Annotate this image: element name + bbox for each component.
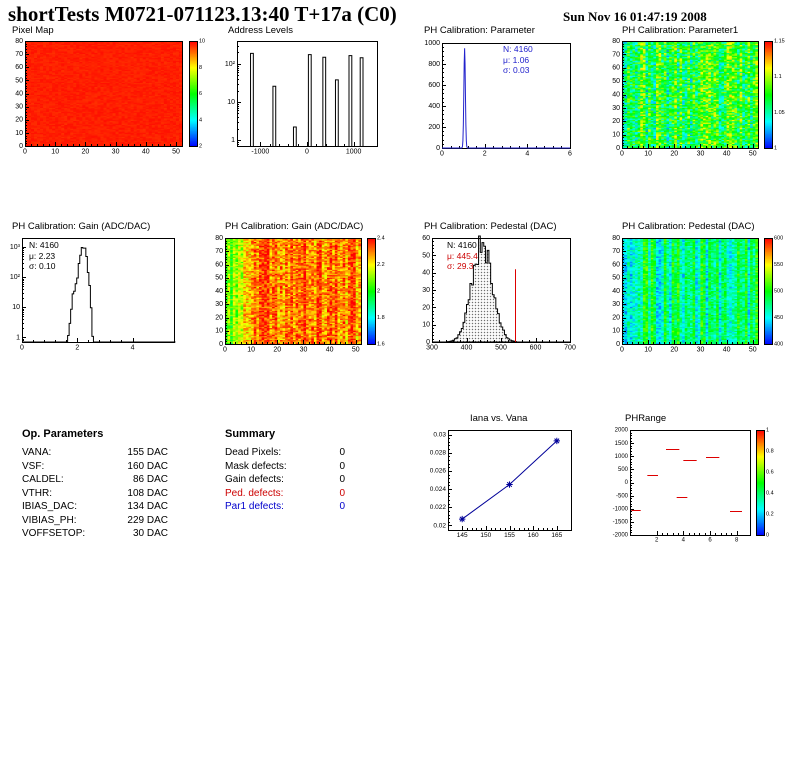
pixel-map-canvas [8,36,218,158]
gain-map-canvas [214,232,410,356]
parameter1-map-canvas [600,36,796,160]
gain-hist-canvas [8,232,208,356]
summary-block: Summary Dead Pixels: 0 Mask defects: 0 Gai… [225,428,345,514]
summary-row-3: Ped. defects: 0 [225,487,345,499]
gain-stats-line-1: μ: 2.23 [29,250,56,261]
op-param-row-1: VSF: 160 DAC [22,460,168,472]
op-parameters-block: Op. Parameters VANA: 155 DAC VSF: 160 DAC … [22,428,168,541]
ph-range-canvas [600,424,796,548]
ph-parameter-canvas [420,36,610,160]
pedestal-hist-canvas [414,232,610,356]
panel-title-pedestal-map: PH Calibration: Pedestal (DAC) [622,221,755,232]
summary-row-1: Mask defects: 0 [225,460,345,472]
op-param-row-2: CALDEL: 86 DAC [22,474,168,485]
page-title: shortTests M0721-071123.13:40 T+17a (C0) [8,2,397,26]
gain-stats: N: 4160 μ: 2.23 σ: 0.10 [29,240,59,272]
ped-stats-line-0: N: 4160 [447,240,477,250]
param-stats-line-1: μ: 1.06 [503,54,530,65]
gain-stats-line-2: σ: 0.10 [29,261,56,271]
summary-row-4: Par1 defects: 0 [225,501,345,512]
panel-title-iana-vana: Iana vs. Vana [470,413,528,424]
op-param-row-3: VTHR: 108 DAC [22,487,168,499]
summary-row-0: Dead Pixels: 0 [225,447,345,458]
gain-stats-line-0: N: 4160 [29,240,59,250]
panel-title-pixel-map: Pixel Map [12,25,54,36]
summary-row-2: Gain defects: 0 [225,474,345,485]
param-stats-line-2: σ: 0.03 [503,65,530,75]
panel-title-parameter1-map: PH Calibration: Parameter1 [622,25,739,36]
panel-title-gain-map: PH Calibration: Gain (ADC/DAC) [225,221,364,232]
op-parameters-title: Op. Parameters [22,428,104,440]
iana-vana-canvas [420,424,586,546]
panel-title-gain-hist: PH Calibration: Gain (ADC/DAC) [12,221,151,232]
panel-title-ph-range: PHRange [625,413,667,424]
ped-stats: N: 4160 μ: 445.4 σ: 29.3 [447,240,478,272]
op-param-row-5: VIBIAS_PH: 229 DAC [22,514,168,526]
ped-stats-line-2: σ: 29.3 [447,261,474,271]
ped-stats-line-1: μ: 445.4 [447,250,478,261]
panel-title-ph-parameter: PH Calibration: Parameter [424,25,535,36]
op-param-row-4: IBIAS_DAC: 134 DAC [22,501,168,512]
op-param-row-0: VANA: 155 DAC [22,447,168,458]
timestamp: Sun Nov 16 01:47:19 2008 [563,9,707,24]
summary-title: Summary [225,428,276,440]
panel-title-pedestal-hist: PH Calibration: Pedestal (DAC) [424,221,557,232]
param-stats-line-0: N: 4160 [503,44,533,54]
address-levels-canvas [222,36,412,158]
param-stats: N: 4160 μ: 1.06 σ: 0.03 [503,44,533,76]
panel-title-address-levels: Address Levels [228,25,293,36]
op-param-row-6: VOFFSETOP: 30 DAC [22,528,168,539]
pedestal-map-canvas [600,232,796,356]
